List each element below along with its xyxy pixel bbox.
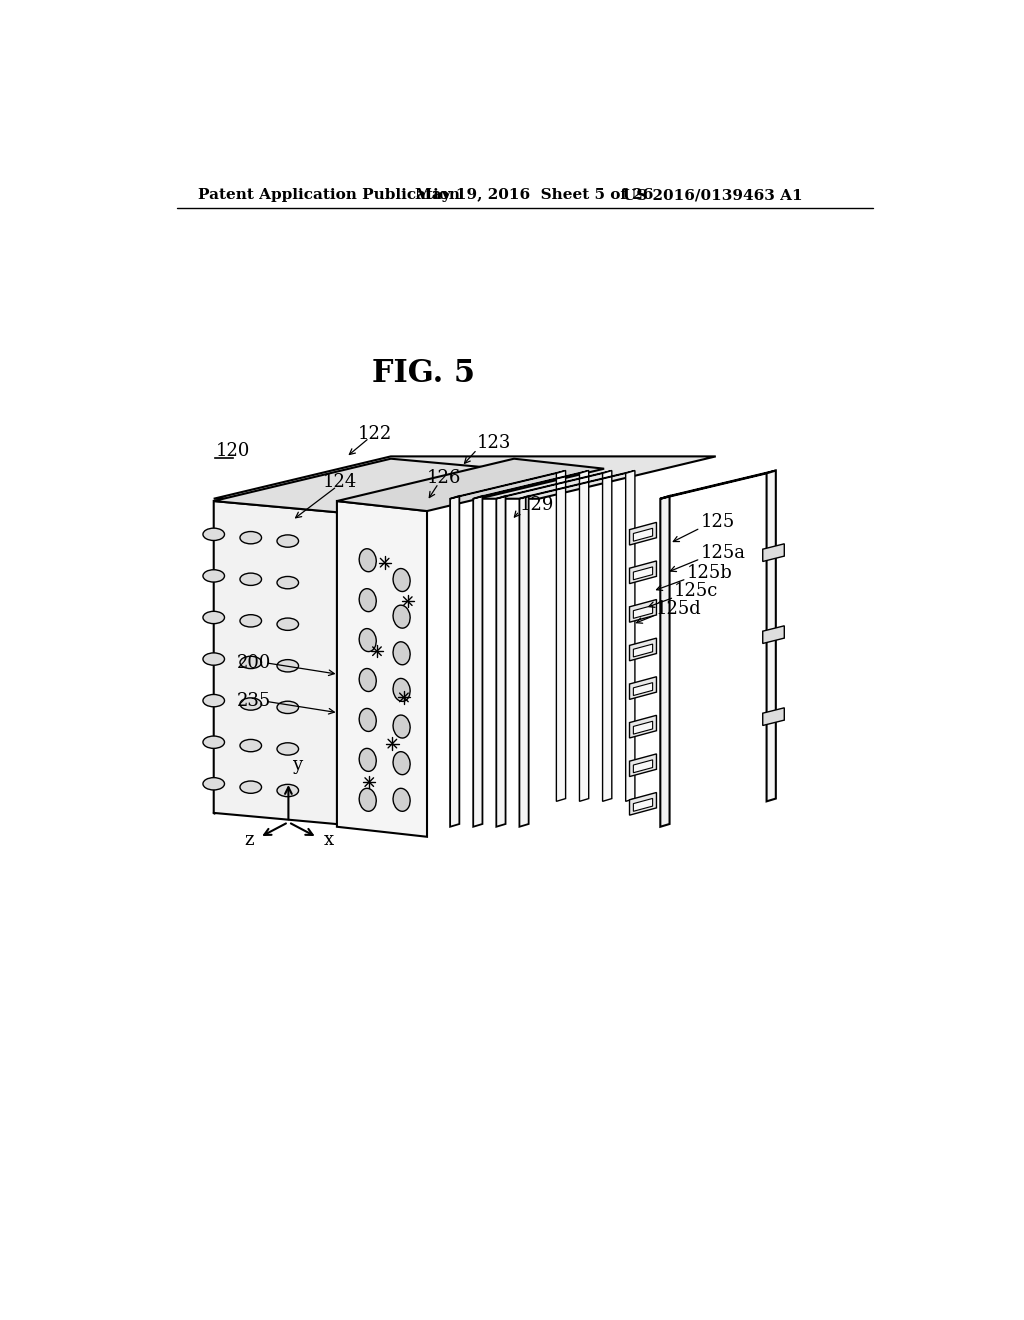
- Text: 200: 200: [237, 653, 271, 672]
- Polygon shape: [634, 566, 652, 579]
- Polygon shape: [580, 470, 589, 801]
- Text: 235: 235: [237, 692, 271, 710]
- Text: 125d: 125d: [655, 599, 701, 618]
- Ellipse shape: [203, 611, 224, 623]
- Polygon shape: [763, 544, 784, 561]
- Text: 125b: 125b: [686, 564, 732, 582]
- Ellipse shape: [359, 589, 376, 611]
- Ellipse shape: [203, 737, 224, 748]
- Text: 125a: 125a: [700, 544, 745, 561]
- Text: Patent Application Publication: Patent Application Publication: [199, 189, 461, 202]
- Ellipse shape: [393, 715, 411, 738]
- Ellipse shape: [278, 784, 299, 797]
- Ellipse shape: [240, 781, 261, 793]
- Text: x: x: [324, 830, 334, 849]
- Ellipse shape: [240, 698, 261, 710]
- Text: 126: 126: [427, 469, 462, 487]
- Ellipse shape: [240, 615, 261, 627]
- Polygon shape: [767, 470, 776, 801]
- Text: 123: 123: [477, 434, 511, 453]
- Polygon shape: [634, 682, 652, 696]
- Polygon shape: [763, 626, 784, 644]
- Ellipse shape: [393, 642, 411, 665]
- Polygon shape: [214, 457, 716, 499]
- Ellipse shape: [278, 660, 299, 672]
- Polygon shape: [634, 760, 652, 772]
- Ellipse shape: [203, 777, 224, 789]
- Polygon shape: [634, 799, 652, 812]
- Polygon shape: [451, 496, 460, 826]
- Polygon shape: [630, 638, 656, 661]
- Polygon shape: [473, 470, 589, 499]
- Ellipse shape: [203, 694, 224, 706]
- Polygon shape: [630, 715, 656, 738]
- Polygon shape: [763, 708, 784, 726]
- Text: 124: 124: [323, 473, 357, 491]
- Polygon shape: [660, 496, 670, 826]
- Ellipse shape: [393, 605, 411, 628]
- Polygon shape: [497, 496, 506, 826]
- Ellipse shape: [278, 701, 299, 714]
- Text: z: z: [244, 830, 253, 849]
- Polygon shape: [602, 470, 611, 801]
- Polygon shape: [214, 502, 357, 826]
- Polygon shape: [634, 606, 652, 618]
- Polygon shape: [337, 502, 427, 837]
- Polygon shape: [630, 561, 656, 583]
- Polygon shape: [660, 470, 776, 499]
- Polygon shape: [630, 599, 656, 622]
- Ellipse shape: [359, 668, 376, 692]
- Ellipse shape: [278, 577, 299, 589]
- Ellipse shape: [240, 532, 261, 544]
- Ellipse shape: [393, 678, 411, 701]
- Text: y: y: [292, 756, 302, 775]
- Text: 129: 129: [519, 496, 554, 513]
- Polygon shape: [630, 754, 656, 776]
- Ellipse shape: [240, 656, 261, 668]
- Polygon shape: [473, 496, 482, 826]
- Text: FIG. 5: FIG. 5: [372, 359, 475, 389]
- Polygon shape: [497, 470, 611, 499]
- Polygon shape: [634, 528, 652, 541]
- Polygon shape: [634, 644, 652, 657]
- Polygon shape: [630, 792, 656, 816]
- Polygon shape: [214, 459, 535, 515]
- Ellipse shape: [359, 549, 376, 572]
- Ellipse shape: [393, 788, 411, 812]
- Polygon shape: [519, 470, 635, 499]
- Text: 122: 122: [357, 425, 392, 444]
- Text: 125c: 125c: [674, 582, 719, 601]
- Ellipse shape: [393, 569, 411, 591]
- Polygon shape: [626, 470, 635, 801]
- Ellipse shape: [393, 751, 411, 775]
- Ellipse shape: [203, 653, 224, 665]
- Ellipse shape: [278, 743, 299, 755]
- Text: May 19, 2016  Sheet 5 of 26: May 19, 2016 Sheet 5 of 26: [416, 189, 654, 202]
- Ellipse shape: [359, 709, 376, 731]
- Polygon shape: [337, 459, 604, 511]
- Polygon shape: [630, 677, 656, 700]
- Text: 125: 125: [700, 513, 734, 531]
- Polygon shape: [630, 523, 656, 545]
- Ellipse shape: [359, 748, 376, 771]
- Polygon shape: [519, 496, 528, 826]
- Ellipse shape: [203, 528, 224, 540]
- Polygon shape: [556, 470, 565, 801]
- Text: US 2016/0139463 A1: US 2016/0139463 A1: [624, 189, 803, 202]
- Ellipse shape: [278, 535, 299, 548]
- Polygon shape: [451, 470, 565, 499]
- Ellipse shape: [203, 570, 224, 582]
- Polygon shape: [634, 721, 652, 734]
- Ellipse shape: [278, 618, 299, 631]
- Ellipse shape: [240, 573, 261, 586]
- Text: 120: 120: [215, 442, 250, 459]
- Ellipse shape: [359, 628, 376, 652]
- Ellipse shape: [359, 788, 376, 812]
- Ellipse shape: [240, 739, 261, 752]
